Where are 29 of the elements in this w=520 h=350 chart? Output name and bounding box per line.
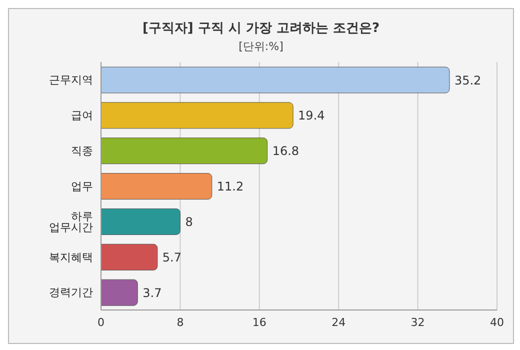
data-label: 19.4 (298, 108, 325, 123)
y-tick-label: 하루 업무시간 (49, 210, 93, 234)
data-label: 11.2 (216, 180, 244, 194)
y-tick-label: 급여 (71, 109, 93, 122)
y-tick-label: 복지혜택 (49, 250, 93, 264)
bar (101, 173, 212, 200)
bar (101, 138, 268, 164)
y-tick-label: 경력기간 (49, 286, 93, 300)
x-tick-label: 32 (410, 316, 425, 329)
y-tick-label: 직종 (71, 144, 93, 158)
chart-subtitle: [단위:%] (238, 39, 284, 54)
bar (101, 102, 294, 129)
data-label: 5.7 (162, 250, 182, 264)
bar (101, 244, 158, 270)
bar (101, 66, 450, 94)
y-tick-label: 업무 (71, 180, 93, 193)
x-tick-label: 16 (252, 316, 266, 329)
x-tick-label: 40 (490, 316, 504, 329)
y-tick-label: 근무지역 (49, 74, 93, 87)
x-tick-label: 8 (176, 316, 184, 329)
chart-title: [구직자] 구직 시 가장 고려하는 조건은? (141, 20, 381, 37)
data-label: 35.2 (454, 73, 482, 88)
data-label: 3.7 (142, 286, 162, 300)
bar (101, 279, 138, 306)
x-tick-label: 24 (332, 316, 346, 329)
data-label: 16.8 (272, 144, 300, 158)
data-label: 8 (185, 214, 193, 229)
bar (101, 208, 180, 235)
x-tick-label: 0 (98, 316, 104, 329)
